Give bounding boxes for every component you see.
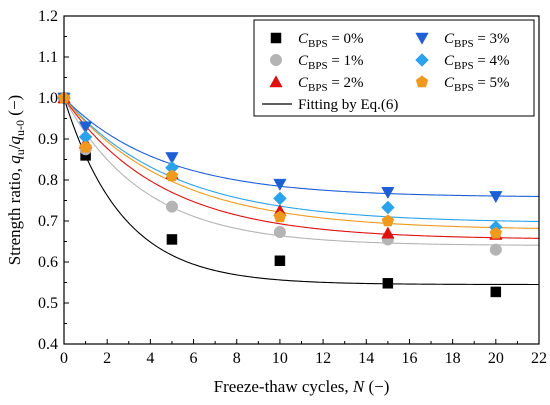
data-point: [381, 187, 395, 200]
data-point: [489, 243, 502, 256]
y-tick-label: 1.1: [38, 49, 58, 66]
x-axis-label: Freeze-thaw cycles, N (−): [214, 377, 390, 396]
fit-curve-3: [63, 97, 540, 197]
legend-label: CBPS = 0%: [298, 31, 364, 50]
data-point: [489, 226, 503, 239]
legend-marker: [269, 53, 283, 67]
y-tick-label: 0.4: [38, 336, 58, 353]
y-axis-label: Strength ratio, qu/qu-0 (−): [5, 95, 27, 265]
fit-curve-2: [63, 97, 540, 239]
fit-curves: [63, 97, 540, 286]
legend-marker: [270, 32, 282, 44]
legend-marker: [269, 75, 283, 88]
fit-curve-4: [63, 97, 540, 223]
x-tick-label: 8: [233, 350, 241, 367]
data-point: [274, 255, 286, 267]
fit-curve-0: [63, 97, 540, 286]
y-tick-label: 1.2: [38, 8, 58, 25]
data-point: [165, 169, 179, 182]
data-point: [78, 121, 93, 134]
x-tick-label: 16: [401, 350, 417, 367]
x-tick-label: 18: [445, 350, 461, 367]
y-tick-label: 0.7: [38, 213, 58, 230]
plot-frame: [63, 15, 540, 345]
x-tick-label: 20: [488, 350, 504, 367]
legend-label: CBPS = 4%: [444, 53, 510, 72]
data-point: [381, 200, 395, 215]
x-tick-label: 22: [531, 350, 547, 367]
data-point: [165, 200, 179, 213]
data-point: [381, 226, 395, 239]
data-point: [490, 286, 502, 298]
legend-fit-label: Fitting by Eq.(6): [298, 97, 398, 113]
y-tick-label: 0.8: [38, 172, 58, 189]
tick-labels: 0 2 4 6 8 10 12 14 16 18 20 22 0.4 0.5 0.6 0.7 0.8 0.9 1.0…: [38, 8, 547, 367]
legend-label: CBPS = 1%: [298, 53, 364, 72]
y-tick-label: 0.9: [38, 131, 58, 148]
legend-marker: [415, 53, 429, 67]
legend-label: CBPS = 2%: [298, 75, 364, 94]
y-tick-label: 0.6: [38, 254, 58, 271]
x-tick-label: 10: [272, 350, 288, 367]
data-point: [273, 226, 286, 239]
legend-box: [253, 19, 535, 117]
data-point: [273, 191, 287, 206]
x-tick-label: 6: [190, 350, 198, 367]
data-point: [273, 210, 287, 223]
y-tick-label: 0.5: [38, 295, 58, 312]
legend-marker: [415, 32, 429, 45]
x-tick-label: 2: [103, 350, 111, 367]
legend-label: CBPS = 3%: [444, 31, 510, 50]
data-point: [165, 152, 179, 165]
y-tick-label: 1.0: [38, 90, 58, 107]
x-tick-label: 4: [146, 350, 154, 367]
data-point: [273, 178, 287, 191]
data-point: [489, 191, 503, 204]
x-tick-label: 0: [60, 350, 68, 367]
fit-curve-5: [63, 97, 540, 229]
x-tick-label: 12: [315, 350, 331, 367]
data-point: [382, 278, 394, 289]
legend-marker: [415, 75, 429, 88]
data-point: [166, 234, 178, 245]
fit-curve-1: [63, 97, 540, 246]
data-point: [79, 140, 92, 153]
x-tick-label: 14: [358, 350, 374, 367]
legend-label: CBPS = 5%: [444, 75, 510, 94]
data-point: [381, 214, 395, 227]
data-points: [57, 91, 503, 298]
legend: CBPS = 0% CBPS = 1% CBPS = 2% CBPS = 3% CBPS…: [253, 19, 535, 117]
